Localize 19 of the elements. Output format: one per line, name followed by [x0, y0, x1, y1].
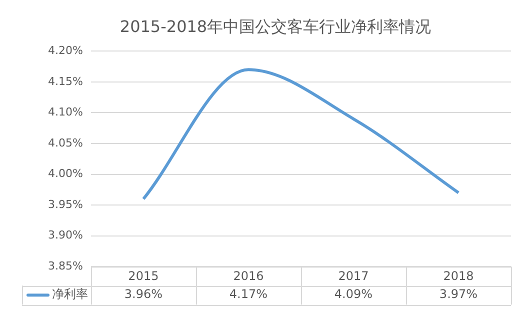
text: 3.96%: [124, 287, 163, 302]
y-tick-label: 4.00%: [48, 167, 83, 180]
text: 3.97%: [439, 287, 478, 302]
x-tick-label: 2016: [233, 268, 264, 283]
x-tick-label: 2018: [443, 268, 474, 283]
x-tick-label: 2015: [128, 268, 159, 283]
text: 4.09%: [334, 287, 373, 302]
y-tick-label: 4.10%: [48, 106, 83, 119]
line-series: [142, 68, 460, 200]
x-tick-label: 2017: [338, 268, 369, 283]
text: 4.17%: [229, 287, 268, 302]
y-tick-label: 3.85%: [48, 259, 83, 272]
y-tick-label: 3.90%: [48, 228, 83, 242]
y-tick-label: 4.15%: [48, 74, 83, 88]
y-tick-label: 3.95%: [48, 198, 83, 211]
chart-title: 2015-2018年中国公交客车行业净利率情况: [120, 16, 432, 36]
legend-label: 净利率: [52, 287, 88, 302]
y-tick-label: 4.20%: [48, 44, 83, 58]
y-tick-label: 4.05%: [48, 136, 83, 150]
